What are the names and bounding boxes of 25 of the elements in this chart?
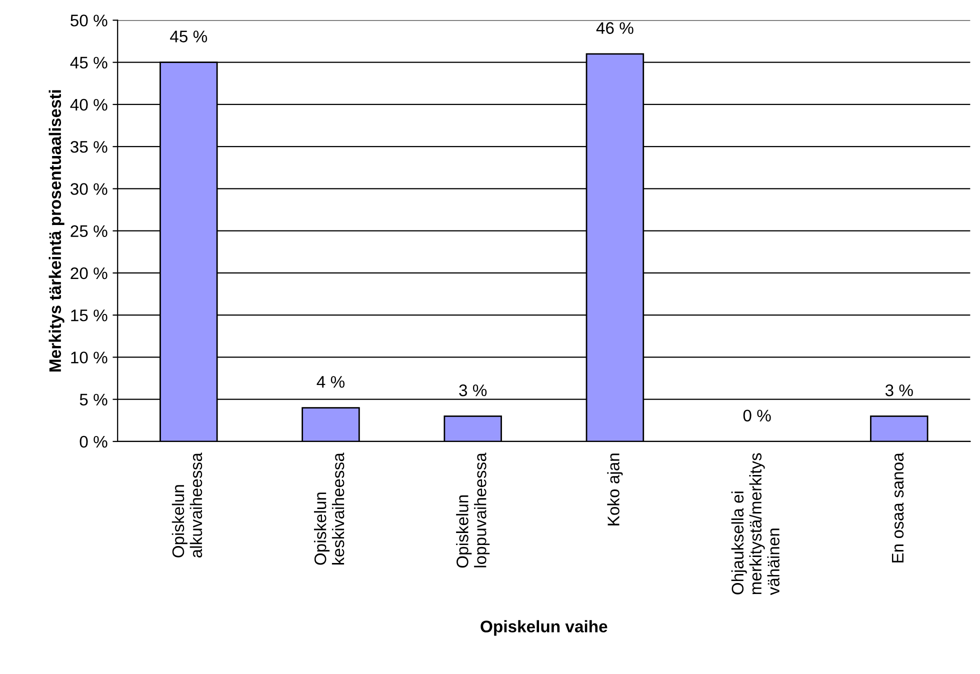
x-tick-label: Opiskelun keskivaiheessa — [314, 452, 344, 565]
y-tick-label: 40 % — [70, 98, 108, 111]
data-label: 3 % — [459, 384, 487, 396]
y-tick-label: 15 % — [71, 310, 108, 322]
y-tick-label: 25 % — [70, 225, 108, 238]
y-tick-label: 35 % — [70, 140, 108, 153]
y-tick-label: 50 % — [70, 14, 108, 26]
x-tick-label: Opiskelun loppuvaiheessa — [456, 452, 490, 568]
y-tick-label: 20 % — [70, 267, 108, 280]
data-label: 0 % — [743, 410, 771, 422]
data-label: 4 % — [316, 376, 345, 388]
data-label: 46 % — [596, 22, 634, 34]
y-axis-title: Merkitys tärkeintä prosentuaalisesti — [48, 90, 64, 372]
y-tick-label: 30 % — [70, 183, 108, 195]
data-label: 3 % — [885, 384, 913, 396]
x-tick-label: En osaa sanoa — [892, 452, 904, 562]
y-tick-label: 45 % — [70, 56, 108, 69]
x-tick-label: Koko ajan — [607, 454, 623, 526]
y-tick-label: 5 % — [80, 394, 108, 406]
x-tick-label: Opiskelun alkuvaiheessa — [172, 452, 202, 558]
y-tick-label: 0 % — [80, 436, 108, 448]
data-label: 45 % — [170, 30, 208, 42]
y-tick-label: 10 % — [71, 352, 108, 364]
x-tick-label: Ohjauksella ei merkitystä/merkitys vähäinen — [731, 453, 780, 596]
x-axis-title: Opiskelun vaihe — [480, 620, 608, 636]
